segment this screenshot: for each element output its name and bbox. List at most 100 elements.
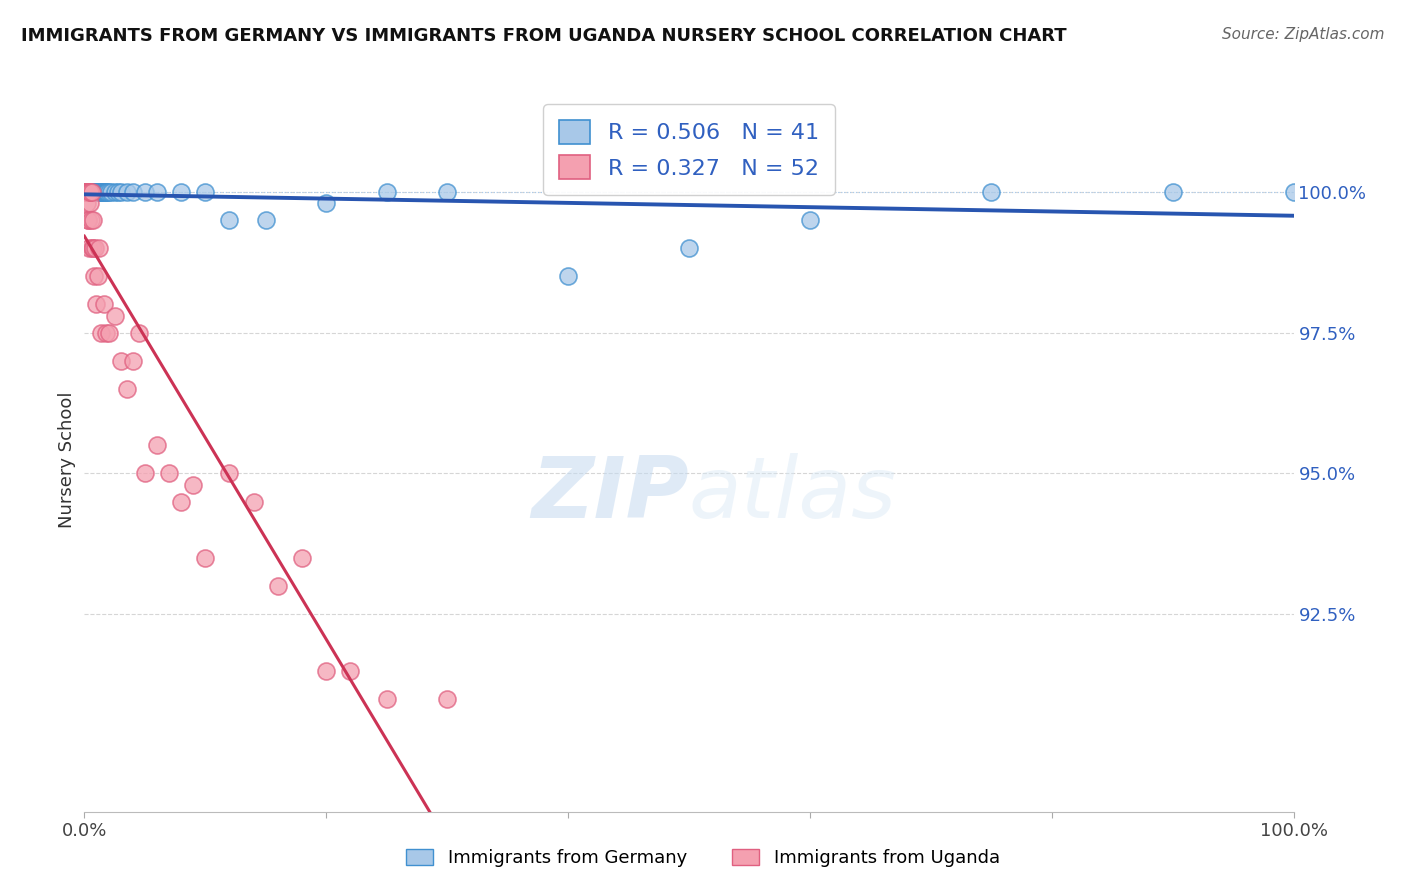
Point bbox=[100, 185, 122, 199]
Point bbox=[82, 212, 104, 227]
Point bbox=[86, 185, 108, 199]
Point bbox=[170, 185, 193, 199]
Point bbox=[94, 326, 117, 340]
Point bbox=[82, 185, 104, 199]
Point bbox=[77, 185, 100, 199]
Point bbox=[90, 326, 112, 340]
Point bbox=[254, 212, 277, 227]
Point bbox=[87, 241, 110, 255]
Text: atlas: atlas bbox=[689, 453, 897, 536]
Point bbox=[678, 241, 700, 255]
Point bbox=[134, 467, 156, 481]
Point bbox=[315, 195, 337, 210]
Point bbox=[980, 185, 1002, 199]
Point bbox=[87, 185, 110, 199]
Point bbox=[86, 297, 108, 311]
Point bbox=[375, 185, 398, 199]
Point bbox=[121, 185, 143, 199]
Point bbox=[110, 185, 132, 199]
Point bbox=[76, 185, 98, 199]
Point bbox=[86, 185, 108, 199]
Point bbox=[75, 185, 97, 199]
Point bbox=[80, 212, 103, 227]
Point bbox=[436, 692, 458, 706]
Point bbox=[218, 467, 240, 481]
Point bbox=[77, 241, 100, 255]
Point bbox=[83, 185, 105, 199]
Point bbox=[77, 185, 100, 199]
Point bbox=[90, 185, 112, 199]
Point bbox=[339, 664, 361, 678]
Point bbox=[242, 494, 264, 508]
Point bbox=[75, 185, 97, 199]
Point bbox=[115, 185, 138, 199]
Point bbox=[75, 185, 97, 199]
Point bbox=[89, 185, 111, 199]
Text: ZIP: ZIP bbox=[531, 453, 689, 536]
Point bbox=[146, 438, 169, 452]
Point bbox=[86, 269, 108, 284]
Point bbox=[267, 579, 290, 593]
Point bbox=[80, 185, 103, 199]
Point bbox=[146, 185, 169, 199]
Point bbox=[799, 212, 821, 227]
Point bbox=[77, 212, 100, 227]
Point bbox=[94, 185, 117, 199]
Legend: R = 0.506   N = 41, R = 0.327   N = 52: R = 0.506 N = 41, R = 0.327 N = 52 bbox=[543, 104, 835, 194]
Point bbox=[77, 185, 100, 199]
Point bbox=[76, 212, 98, 227]
Point bbox=[97, 326, 120, 340]
Point bbox=[84, 185, 107, 199]
Point bbox=[128, 326, 150, 340]
Point bbox=[115, 382, 138, 396]
Point bbox=[73, 185, 96, 199]
Point bbox=[79, 185, 101, 199]
Point bbox=[315, 664, 337, 678]
Text: Source: ZipAtlas.com: Source: ZipAtlas.com bbox=[1222, 27, 1385, 42]
Point bbox=[76, 185, 98, 199]
Point bbox=[1282, 185, 1305, 199]
Text: IMMIGRANTS FROM GERMANY VS IMMIGRANTS FROM UGANDA NURSERY SCHOOL CORRELATION CHA: IMMIGRANTS FROM GERMANY VS IMMIGRANTS FR… bbox=[21, 27, 1067, 45]
Point bbox=[218, 212, 240, 227]
Point bbox=[121, 353, 143, 368]
Point bbox=[104, 185, 127, 199]
Point bbox=[84, 241, 107, 255]
Point bbox=[75, 185, 97, 199]
Point bbox=[79, 195, 101, 210]
Point bbox=[436, 185, 458, 199]
Point bbox=[97, 185, 120, 199]
Point bbox=[291, 551, 314, 566]
Point bbox=[194, 185, 217, 199]
Point bbox=[91, 185, 114, 199]
Point bbox=[83, 269, 105, 284]
Point bbox=[194, 551, 217, 566]
Point bbox=[110, 353, 132, 368]
Point bbox=[82, 241, 104, 255]
Point bbox=[104, 309, 127, 323]
Point bbox=[77, 185, 100, 199]
Point bbox=[76, 195, 98, 210]
Point bbox=[375, 692, 398, 706]
Point bbox=[79, 185, 101, 199]
Point bbox=[93, 185, 115, 199]
Point bbox=[82, 185, 104, 199]
Point bbox=[96, 185, 118, 199]
Point bbox=[79, 185, 101, 199]
Point bbox=[94, 185, 117, 199]
Point bbox=[76, 185, 98, 199]
Point bbox=[170, 494, 193, 508]
Point bbox=[93, 297, 115, 311]
Point bbox=[107, 185, 129, 199]
Point bbox=[181, 477, 204, 491]
Point bbox=[79, 185, 101, 199]
Point bbox=[76, 185, 98, 199]
Point bbox=[80, 241, 103, 255]
Point bbox=[134, 185, 156, 199]
Point bbox=[75, 185, 97, 199]
Point bbox=[77, 185, 100, 199]
Y-axis label: Nursery School: Nursery School bbox=[58, 391, 76, 528]
Point bbox=[557, 269, 579, 284]
Legend: Immigrants from Germany, Immigrants from Uganda: Immigrants from Germany, Immigrants from… bbox=[399, 841, 1007, 874]
Point bbox=[1161, 185, 1184, 199]
Point bbox=[157, 467, 180, 481]
